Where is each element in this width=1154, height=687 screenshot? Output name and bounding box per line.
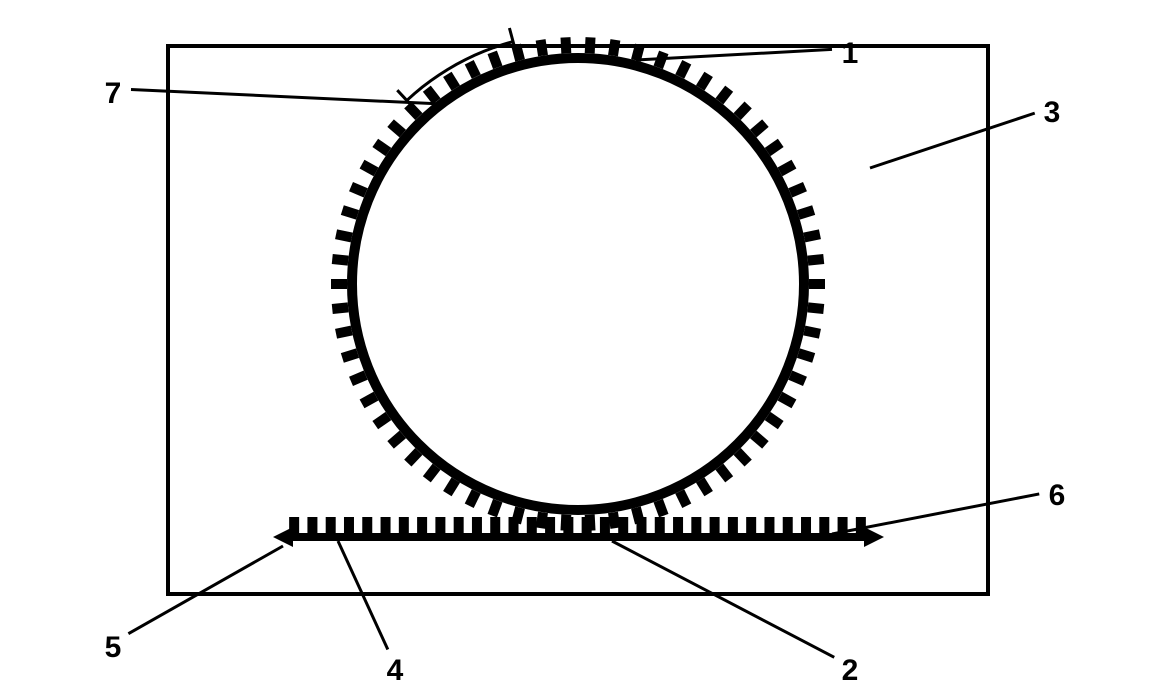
waveguide-tooth: [362, 517, 372, 533]
ring-tooth: [807, 254, 824, 266]
waveguide-tooth: [307, 517, 317, 533]
waveguide-tooth: [454, 517, 464, 533]
waveguide-tooth: [710, 517, 720, 533]
waveguide-tooth: [618, 517, 628, 533]
waveguide-tooth: [819, 517, 829, 533]
callout-label-4: 4: [387, 654, 404, 687]
waveguide-tooth: [527, 517, 537, 533]
waveguide-tooth: [801, 517, 811, 533]
waveguide-tooth: [746, 517, 756, 533]
callout-label-1: 1: [842, 37, 859, 70]
waveguide-tooth: [417, 517, 427, 533]
waveguide-tooth: [783, 517, 793, 533]
waveguide-tooth: [509, 517, 519, 533]
diagram-root: 1 2 3 4 5 6 7: [0, 0, 1154, 687]
background: [0, 0, 1154, 687]
waveguide-tooth: [399, 517, 409, 533]
waveguide-tooth: [381, 517, 391, 533]
waveguide-tooth: [764, 517, 774, 533]
ring-tooth: [332, 254, 349, 266]
ring-tooth: [807, 302, 824, 314]
waveguide-tooth: [655, 517, 665, 533]
ring-tooth: [332, 302, 349, 314]
waveguide-tooth: [563, 517, 573, 533]
waveguide-tooth: [582, 517, 592, 533]
ring-tooth: [560, 37, 571, 53]
ring-tooth: [331, 279, 347, 289]
callout-label-5: 5: [105, 631, 122, 664]
ring-tooth: [585, 37, 596, 53]
callout-label-2: 2: [842, 654, 859, 687]
waveguide-tooth: [344, 517, 354, 533]
waveguide-tooth: [435, 517, 445, 533]
waveguide-tooth: [490, 517, 500, 533]
waveguide-tooth: [326, 517, 336, 533]
ring-tooth: [809, 279, 825, 289]
waveguide-tooth: [691, 517, 701, 533]
callout-label-6: 6: [1049, 479, 1066, 512]
callout-label-7: 7: [105, 77, 122, 110]
waveguide-tooth: [728, 517, 738, 533]
waveguide-tooth: [636, 517, 646, 533]
waveguide-tooth: [545, 517, 555, 533]
waveguide-tooth: [673, 517, 683, 533]
waveguide-tooth: [472, 517, 482, 533]
waveguide-tooth: [600, 517, 610, 533]
callout-label-3: 3: [1044, 96, 1061, 129]
